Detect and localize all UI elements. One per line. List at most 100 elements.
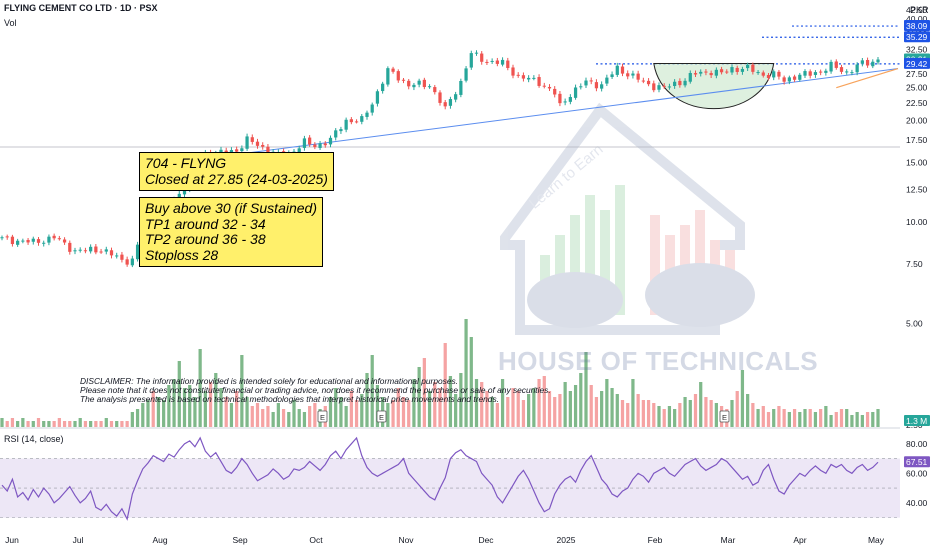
candle-body bbox=[360, 116, 364, 122]
candle-body bbox=[641, 80, 645, 82]
volume-bar bbox=[52, 421, 56, 427]
volume-bar bbox=[94, 421, 98, 427]
price-badge bbox=[904, 31, 930, 43]
volume-bar bbox=[188, 385, 192, 427]
volume-bar bbox=[26, 421, 30, 427]
candle-body bbox=[83, 250, 88, 252]
candle-body bbox=[104, 249, 108, 252]
price-badge bbox=[904, 20, 930, 32]
volume-bar bbox=[328, 397, 333, 427]
candle-body bbox=[412, 84, 416, 88]
volume-bar bbox=[422, 358, 426, 427]
volume-bar bbox=[89, 421, 93, 427]
volume-bar bbox=[104, 418, 108, 427]
candle-body bbox=[109, 250, 114, 256]
candle-body bbox=[5, 236, 9, 238]
volume-bar bbox=[474, 379, 479, 427]
time-tick-label: May bbox=[868, 535, 885, 545]
candle-body bbox=[99, 251, 103, 253]
watermark-bar bbox=[555, 235, 565, 315]
rsi-legend: RSI (14, close) bbox=[4, 434, 64, 444]
candle-body bbox=[631, 73, 635, 76]
candle-body bbox=[813, 72, 818, 75]
volume-bar bbox=[829, 415, 833, 427]
volume-bar bbox=[240, 355, 244, 427]
volume-bar bbox=[787, 412, 791, 427]
price-tick-label: 17.50 bbox=[906, 135, 928, 145]
candle-body bbox=[730, 67, 734, 73]
volume-bar bbox=[746, 394, 750, 427]
volume-bar bbox=[636, 394, 640, 427]
volume-bar bbox=[657, 406, 661, 427]
volume-bar bbox=[845, 409, 849, 427]
watermark-bar bbox=[585, 195, 595, 315]
volume-bar bbox=[589, 385, 593, 427]
volume-bar bbox=[610, 388, 614, 427]
price-tick-label: 10.00 bbox=[906, 217, 928, 227]
candle-body bbox=[829, 61, 833, 72]
candle-body bbox=[135, 244, 140, 260]
price-badge-value: 38.09 bbox=[906, 21, 928, 31]
candle-body bbox=[334, 130, 338, 138]
volume-bar bbox=[16, 421, 20, 427]
volume-bar bbox=[229, 403, 234, 427]
candle-body bbox=[772, 71, 776, 78]
candle-body bbox=[673, 81, 677, 87]
volume-bar bbox=[162, 400, 166, 427]
volume-bar bbox=[0, 418, 4, 427]
candle-body bbox=[318, 143, 322, 148]
volume-bar bbox=[605, 379, 609, 427]
volume-bar bbox=[751, 403, 755, 427]
candle-body bbox=[709, 73, 713, 76]
volume-bar bbox=[547, 391, 552, 427]
volume-bar bbox=[292, 400, 296, 427]
price-badge bbox=[904, 57, 930, 69]
rsi-line bbox=[1, 436, 879, 521]
candle-body bbox=[130, 258, 134, 266]
volume-bar bbox=[756, 409, 760, 427]
candle-body bbox=[626, 73, 630, 77]
disclaimer-line1: DISCLAIMER: The information provided is … bbox=[80, 376, 459, 386]
info-box: 704 - FLYNG Closed at 27.85 (24-03-2025) bbox=[139, 152, 334, 191]
candle-body bbox=[693, 73, 698, 75]
volume-bar bbox=[792, 409, 797, 427]
volume-bar bbox=[156, 397, 161, 427]
volume-bar bbox=[308, 406, 312, 427]
volume-bar bbox=[521, 400, 526, 427]
candle-body bbox=[558, 93, 562, 104]
candle-body bbox=[871, 61, 875, 67]
candle-body bbox=[464, 68, 468, 81]
volume-bar bbox=[391, 400, 395, 427]
candle-body bbox=[433, 87, 437, 93]
volume-bar bbox=[819, 409, 823, 427]
price-tick-label: 42.50 bbox=[906, 5, 928, 15]
volume-bar bbox=[813, 412, 818, 427]
candle-body bbox=[308, 137, 312, 145]
volume-bar bbox=[600, 391, 604, 427]
volume-bar bbox=[443, 343, 447, 427]
volume-bar bbox=[109, 421, 114, 427]
volume-bar bbox=[626, 403, 630, 427]
volume-bar bbox=[5, 421, 9, 427]
volume-bar bbox=[646, 400, 651, 427]
volume-bar bbox=[302, 412, 307, 427]
candle-body bbox=[855, 64, 859, 73]
volume-bar bbox=[214, 373, 218, 427]
volume-bar bbox=[182, 388, 187, 427]
volume-bar bbox=[287, 412, 291, 427]
volume-bar bbox=[688, 400, 692, 427]
volume-bar bbox=[871, 412, 875, 427]
disclaimer: DISCLAIMER: The information provided is … bbox=[80, 377, 551, 404]
price-tick-label: 25.00 bbox=[906, 83, 928, 93]
candle-body bbox=[31, 238, 35, 242]
volume-bar bbox=[130, 412, 134, 427]
volume-bar bbox=[115, 421, 119, 427]
candle-body bbox=[344, 119, 348, 130]
candle-body bbox=[422, 79, 426, 88]
candle-body bbox=[860, 60, 864, 64]
volume-bar bbox=[42, 421, 46, 427]
volume-bar bbox=[506, 397, 510, 427]
candle-body bbox=[16, 240, 20, 245]
